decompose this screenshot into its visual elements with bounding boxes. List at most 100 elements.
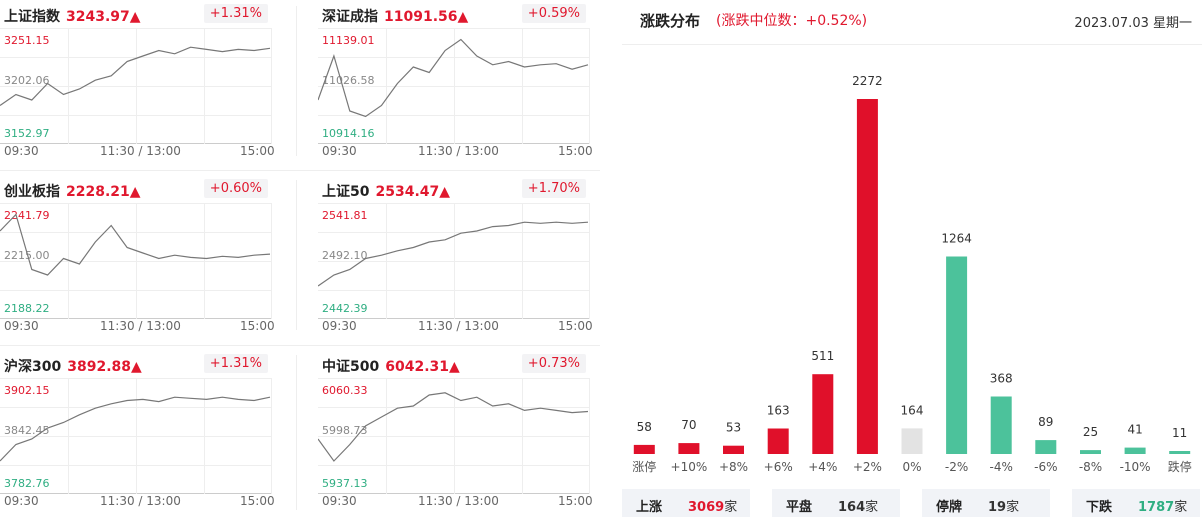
price-line xyxy=(0,46,271,106)
intraday-line-chart xyxy=(0,378,272,494)
index-label: 上证指数 xyxy=(4,9,60,25)
summary-label: 上涨 xyxy=(636,500,663,515)
y-axis-max: 2541.81 xyxy=(322,209,368,222)
row-divider xyxy=(0,170,600,171)
category-label: -10% xyxy=(1120,460,1151,474)
index-price: 11091.56▲ xyxy=(384,9,469,25)
x-axis-start: 09:30 xyxy=(322,319,357,333)
price-line xyxy=(0,213,271,276)
summary-count: 19 xyxy=(988,500,1007,515)
x-axis-mid: 11:30 / 13:00 xyxy=(418,144,499,158)
row-divider xyxy=(0,345,600,346)
index-header: 沪深300 3892.88▲ +1.31% xyxy=(0,350,272,376)
index-card[interactable]: 中证500 6042.31▲ +0.73% 6060.33 5998.73 593… xyxy=(318,350,593,510)
x-axis-end: 15:00 xyxy=(240,494,275,508)
price-line xyxy=(318,392,589,462)
index-label: 创业板指 xyxy=(4,184,60,200)
bar-value-label: 511 xyxy=(811,349,834,363)
distribution-bar[interactable] xyxy=(1035,440,1057,454)
category-label: +10% xyxy=(671,460,708,474)
index-price: 2228.21▲ xyxy=(66,184,141,200)
bar-value-label: 89 xyxy=(1038,415,1053,429)
index-header: 深证成指 11091.56▲ +0.59% xyxy=(318,0,590,26)
column-divider xyxy=(296,355,297,510)
index-change-badge: +0.60% xyxy=(203,179,268,198)
x-axis-end: 15:00 xyxy=(558,494,593,508)
x-axis-start: 09:30 xyxy=(4,494,39,508)
index-label: 中证500 xyxy=(322,359,380,375)
y-axis-mid: 2492.10 xyxy=(322,249,368,262)
index-card[interactable]: 创业板指 2228.21▲ +0.60% 2241.79 2215.00 2188… xyxy=(0,175,275,335)
y-axis-mid: 3842.45 xyxy=(4,424,50,437)
distribution-bar[interactable] xyxy=(767,428,789,455)
distribution-bar[interactable] xyxy=(990,396,1012,455)
summary-box: 平盘 164家 xyxy=(772,489,900,517)
x-axis-mid: 11:30 / 13:00 xyxy=(418,494,499,508)
category-label: -4% xyxy=(990,460,1013,474)
summary-label: 下跌 xyxy=(1086,500,1113,515)
index-price: 3243.97▲ xyxy=(66,9,141,25)
index-card[interactable]: 沪深300 3892.88▲ +1.31% 3902.15 3842.45 378… xyxy=(0,350,275,510)
category-label: 涨停 xyxy=(632,459,656,474)
header-rule xyxy=(622,44,1202,45)
category-label: -8% xyxy=(1079,460,1102,474)
summary-value: 19家 xyxy=(988,496,1019,515)
distribution-bar[interactable] xyxy=(1169,451,1191,454)
category-label: 0% xyxy=(902,460,921,474)
summary-unit: 家 xyxy=(865,500,879,515)
distribution-bar[interactable] xyxy=(723,445,744,454)
bar-value-label: 11 xyxy=(1172,426,1187,440)
summary-count: 164 xyxy=(838,500,866,515)
y-axis-max: 2241.79 xyxy=(4,209,50,222)
index-price: 2534.47▲ xyxy=(375,184,451,200)
y-axis-mid: 3202.06 xyxy=(4,74,50,87)
summary-unit: 家 xyxy=(1006,500,1020,515)
bar-value-label: 164 xyxy=(901,403,924,417)
index-change-badge: +0.59% xyxy=(521,4,586,23)
x-axis-end: 15:00 xyxy=(240,319,275,333)
column-divider xyxy=(296,180,297,330)
index-name: 创业板指 2228.21▲ xyxy=(4,181,141,201)
distribution-bar[interactable] xyxy=(946,256,968,455)
y-axis-max: 3251.15 xyxy=(4,34,50,47)
distribution-bar[interactable] xyxy=(1124,447,1146,454)
index-name: 深证成指 11091.56▲ xyxy=(322,6,468,26)
category-label: +2% xyxy=(853,460,882,474)
summary-unit: 家 xyxy=(1174,500,1188,515)
index-label: 沪深300 xyxy=(4,359,62,375)
summary-value: 164家 xyxy=(838,496,878,515)
x-axis-mid: 11:30 / 13:00 xyxy=(100,494,181,508)
index-label: 上证50 xyxy=(322,184,370,200)
summary-box: 上涨 3069家 xyxy=(622,489,750,517)
distribution-bar[interactable] xyxy=(678,443,700,454)
bar-value-label: 2272 xyxy=(852,74,883,88)
index-header: 上证50 2534.47▲ +1.70% xyxy=(318,175,590,201)
distribution-bar[interactable] xyxy=(812,374,834,454)
index-header: 创业板指 2228.21▲ +0.60% xyxy=(0,175,272,201)
distribution-bar[interactable] xyxy=(901,428,923,454)
y-axis-max: 11139.01 xyxy=(322,34,375,47)
index-price: 6042.31▲ xyxy=(385,359,460,375)
y-axis-mid: 2215.00 xyxy=(4,249,50,262)
x-axis-mid: 11:30 / 13:00 xyxy=(418,319,499,333)
index-card[interactable]: 深证成指 11091.56▲ +0.59% 11139.01 11026.58 1… xyxy=(318,0,593,160)
x-axis-start: 09:30 xyxy=(4,319,39,333)
intraday-line-chart xyxy=(318,378,590,494)
distribution-bar[interactable] xyxy=(1080,450,1101,454)
distribution-title: 涨跌分布 xyxy=(640,12,701,30)
index-card[interactable]: 上证50 2534.47▲ +1.70% 2541.81 2492.10 2442… xyxy=(318,175,593,335)
x-axis-start: 09:30 xyxy=(4,144,39,158)
bar-value-label: 58 xyxy=(637,420,652,434)
index-change-badge: +1.70% xyxy=(521,179,586,198)
price-line xyxy=(0,396,271,462)
y-axis-mid: 5998.73 xyxy=(322,424,368,437)
index-name: 上证指数 3243.97▲ xyxy=(4,6,141,26)
summary-count: 1787 xyxy=(1138,500,1175,515)
price-line xyxy=(318,38,589,118)
summary-label: 平盘 xyxy=(786,500,813,515)
index-change-badge: +1.31% xyxy=(203,4,268,23)
index-card[interactable]: 上证指数 3243.97▲ +1.31% 3251.15 3202.06 3152… xyxy=(0,0,275,160)
y-axis-min: 5937.13 xyxy=(322,477,368,490)
distribution-bar[interactable] xyxy=(856,99,878,454)
distribution-bar[interactable] xyxy=(633,444,655,454)
